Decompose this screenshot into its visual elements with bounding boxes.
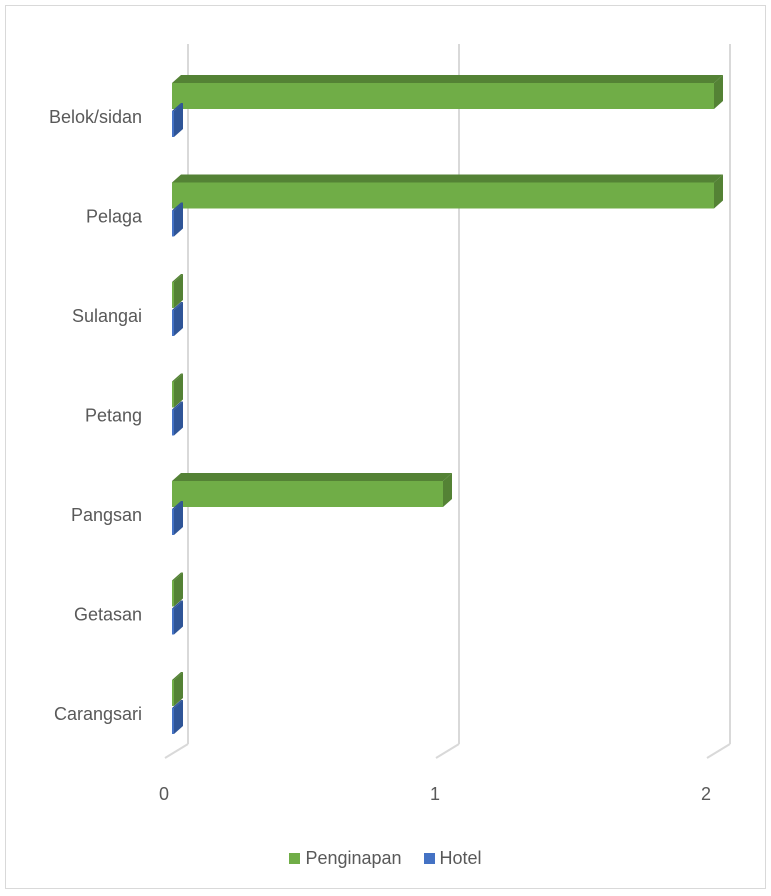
bar-top-hotel-sulangai bbox=[172, 302, 183, 310]
bar-hotel-petang bbox=[172, 401, 183, 436]
category-label-pangsan: Pangsan bbox=[71, 505, 142, 525]
bar-top-penginapan-carangsari bbox=[172, 672, 183, 680]
bar-penginapan-belok-sidan bbox=[172, 75, 723, 109]
bar-penginapan-sulangai bbox=[172, 274, 183, 308]
bar-top-penginapan-pangsan bbox=[172, 473, 452, 481]
bar-front-hotel-pelaga bbox=[172, 210, 174, 237]
bar-side-penginapan-pelaga bbox=[714, 174, 723, 209]
bar-side-hotel-petang bbox=[174, 401, 183, 436]
bar-top-hotel-petang bbox=[172, 401, 183, 410]
bar-front-hotel-carangsari bbox=[172, 708, 174, 734]
bar-side-hotel-pelaga bbox=[174, 202, 183, 237]
bar-side-hotel-pangsan bbox=[174, 501, 183, 535]
chart-frame bbox=[5, 5, 766, 889]
legend-item-penginapan: Penginapan bbox=[289, 848, 402, 869]
x-tick-label-0: 0 bbox=[159, 784, 169, 804]
bar-side-hotel-getasan bbox=[174, 600, 183, 635]
bar-penginapan-pelaga bbox=[172, 174, 723, 209]
bar-side-penginapan-sulangai bbox=[174, 274, 183, 308]
bar-top-hotel-pelaga bbox=[172, 202, 183, 211]
legend-label-penginapan: Penginapan bbox=[305, 848, 402, 868]
bar-hotel-belok-sidan bbox=[172, 103, 183, 137]
category-label-petang: Petang bbox=[85, 406, 142, 426]
legend-item-hotel: Hotel bbox=[423, 848, 482, 869]
bar-top-hotel-pangsan bbox=[172, 501, 183, 509]
bars bbox=[172, 75, 723, 734]
bar-penginapan-pangsan bbox=[172, 473, 452, 507]
legend: Penginapan Hotel bbox=[0, 848, 771, 869]
legend-label-hotel: Hotel bbox=[439, 848, 482, 868]
gridline-floor-0 bbox=[164, 743, 189, 759]
bar-top-penginapan-sulangai bbox=[172, 274, 183, 282]
gridline-floor-1 bbox=[435, 743, 460, 759]
bar-front-hotel-pangsan bbox=[172, 509, 174, 535]
bar-top-hotel-belok-sidan bbox=[172, 103, 183, 111]
category-label-carangsari: Carangsari bbox=[54, 704, 142, 724]
x-axis-tick-labels: 0 1 2 bbox=[159, 784, 711, 804]
bar-front-penginapan-belok-sidan bbox=[172, 83, 714, 109]
bar-hotel-pangsan bbox=[172, 501, 183, 535]
bar-hotel-pelaga bbox=[172, 202, 183, 237]
bar-top-penginapan-belok-sidan bbox=[172, 75, 723, 83]
bar-top-hotel-getasan bbox=[172, 600, 183, 609]
bar-hotel-getasan bbox=[172, 600, 183, 635]
bar-penginapan-petang bbox=[172, 373, 183, 408]
category-label-getasan: Getasan bbox=[74, 605, 142, 625]
bar-top-penginapan-petang bbox=[172, 373, 183, 382]
bar-penginapan-carangsari bbox=[172, 672, 183, 706]
bar-side-penginapan-getasan bbox=[174, 572, 183, 607]
bar-front-penginapan-carangsari bbox=[172, 680, 174, 706]
category-label-pelaga: Pelaga bbox=[86, 207, 143, 227]
bar-front-hotel-petang bbox=[172, 409, 174, 436]
bar-side-hotel-carangsari bbox=[174, 700, 183, 734]
bar-front-penginapan-petang bbox=[172, 381, 174, 408]
legend-swatch-penginapan bbox=[289, 853, 301, 864]
bar-top-penginapan-getasan bbox=[172, 572, 183, 581]
bar-penginapan-getasan bbox=[172, 572, 183, 607]
legend-swatch-hotel bbox=[423, 853, 435, 864]
category-labels: Belok/sidan Pelaga Sulangai Petang Pangsan Ge… bbox=[49, 107, 143, 724]
bar-front-hotel-sulangai bbox=[172, 310, 174, 336]
gridline-floor-2 bbox=[706, 743, 731, 759]
bar-front-penginapan-getasan bbox=[172, 580, 174, 607]
category-label-sulangai: Sulangai bbox=[72, 306, 142, 326]
x-tick-label-1: 1 bbox=[430, 784, 440, 804]
gridlines bbox=[164, 44, 731, 759]
category-label-belok-sidan: Belok/sidan bbox=[49, 107, 142, 127]
bar-side-hotel-belok-sidan bbox=[174, 103, 183, 137]
bar-front-hotel-belok-sidan bbox=[172, 111, 174, 137]
bar-top-penginapan-pelaga bbox=[172, 174, 723, 183]
bar-hotel-carangsari bbox=[172, 700, 183, 734]
bar-front-hotel-getasan bbox=[172, 608, 174, 635]
bar-front-penginapan-sulangai bbox=[172, 282, 174, 308]
bar-side-penginapan-belok-sidan bbox=[714, 75, 723, 109]
bar-side-penginapan-petang bbox=[174, 373, 183, 408]
x-tick-label-2: 2 bbox=[701, 784, 711, 804]
bar-side-penginapan-carangsari bbox=[174, 672, 183, 706]
bar-top-hotel-carangsari bbox=[172, 700, 183, 708]
bar-side-hotel-sulangai bbox=[174, 302, 183, 336]
bar-side-penginapan-pangsan bbox=[443, 473, 452, 507]
bar-hotel-sulangai bbox=[172, 302, 183, 336]
bar-front-penginapan-pelaga bbox=[172, 182, 714, 209]
bar-front-penginapan-pangsan bbox=[172, 481, 443, 507]
